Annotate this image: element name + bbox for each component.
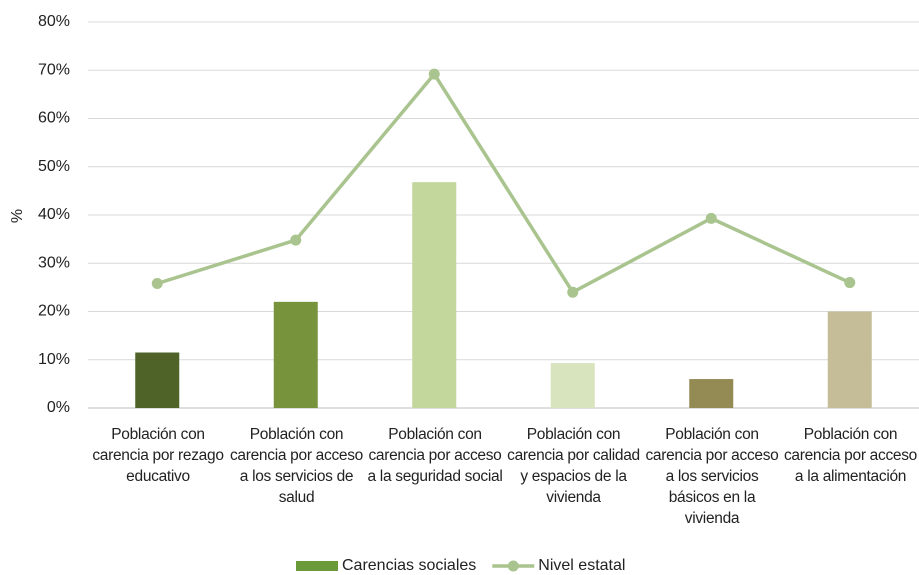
x-tick-label: Población con carencia por acceso a la s…: [367, 426, 503, 485]
legend-label: Carencias sociales: [342, 557, 476, 574]
y-tick-label: 20%: [38, 303, 70, 320]
line-marker: [705, 212, 717, 224]
legend-marker: [507, 560, 519, 572]
line-marker: [290, 234, 302, 246]
bar: [273, 301, 318, 408]
y-tick-label: 30%: [38, 254, 70, 271]
y-tick-label: 40%: [38, 206, 70, 223]
bar: [550, 363, 595, 408]
bar: [827, 311, 872, 408]
y-tick-label: 60%: [38, 110, 70, 127]
bar: [689, 379, 734, 408]
y-tick-label: 80%: [38, 13, 70, 30]
x-tick-label: Población con carencia por rezago educat…: [92, 426, 224, 485]
line-marker: [151, 278, 163, 290]
line: [156, 71, 851, 295]
legend-label: Nivel estatal: [538, 557, 625, 574]
y-tick-label: 0%: [47, 399, 70, 416]
y-tick-label: 50%: [38, 158, 70, 175]
line-marker: [567, 286, 579, 298]
y-axis-label: %: [9, 209, 26, 223]
bar: [135, 352, 180, 408]
line-marker: [844, 277, 856, 289]
y-tick-label: 10%: [38, 351, 70, 368]
x-tick-label: Población con carencia por calidad y esp…: [507, 426, 640, 506]
line-marker: [428, 68, 440, 80]
x-tick-label: Población con carencia por acceso a la a…: [783, 426, 917, 485]
y-tick-label: 70%: [38, 61, 70, 78]
x-tick-label: Población con carencia por acceso a los …: [229, 426, 363, 506]
x-tick-label: Población con carencia por acceso a los …: [645, 426, 779, 527]
bar: [412, 182, 457, 408]
legend-swatch: [296, 561, 338, 571]
